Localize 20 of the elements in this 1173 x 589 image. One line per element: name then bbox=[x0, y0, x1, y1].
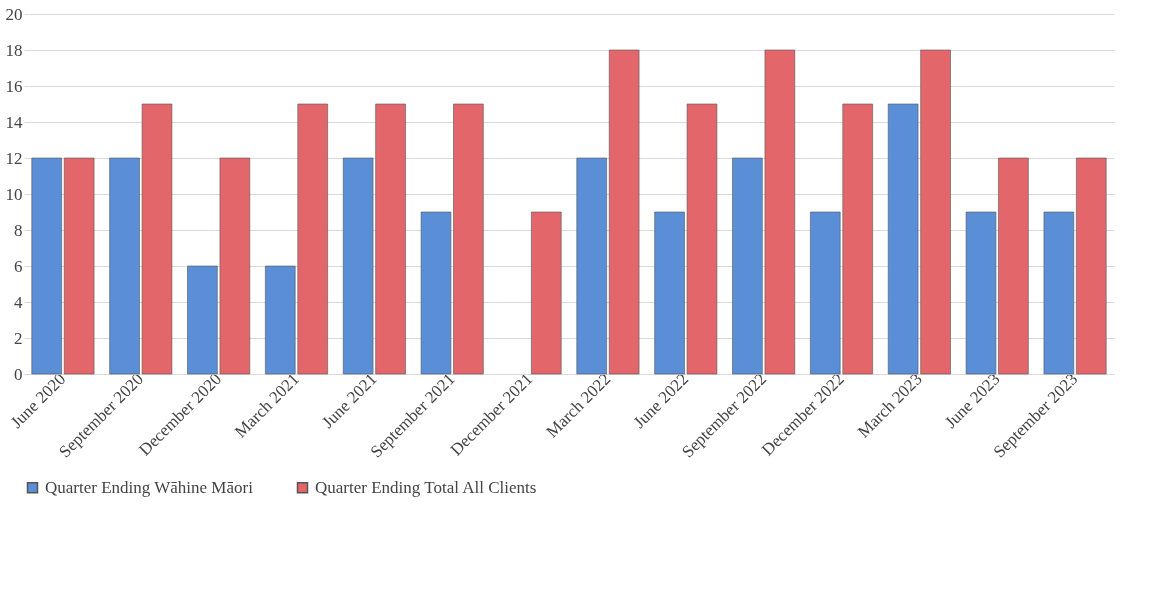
y-tick-label: 10 bbox=[5, 184, 23, 204]
y-tick-label: 2 bbox=[14, 328, 23, 348]
y-tick-label: 18 bbox=[5, 40, 23, 60]
legend-label: Quarter Ending Wāhine Māori bbox=[45, 477, 254, 497]
y-tick-label: 6 bbox=[14, 256, 23, 276]
bar bbox=[1043, 211, 1075, 375]
y-tick-label: 4 bbox=[14, 292, 23, 312]
bar bbox=[1076, 157, 1107, 375]
bar bbox=[608, 49, 640, 375]
y-tick-label: 12 bbox=[5, 148, 23, 168]
bar bbox=[63, 157, 95, 375]
bar bbox=[531, 211, 562, 375]
bar bbox=[576, 157, 607, 375]
y-tick-label: 20 bbox=[5, 4, 23, 24]
y-tick-label: 8 bbox=[14, 220, 23, 240]
y-tick-label: 16 bbox=[5, 76, 23, 96]
y-tick-label: 0 bbox=[14, 364, 23, 384]
legend-label: Quarter Ending Total All Clients bbox=[315, 477, 537, 497]
bar bbox=[31, 157, 62, 375]
y-tick-label: 14 bbox=[5, 112, 23, 132]
